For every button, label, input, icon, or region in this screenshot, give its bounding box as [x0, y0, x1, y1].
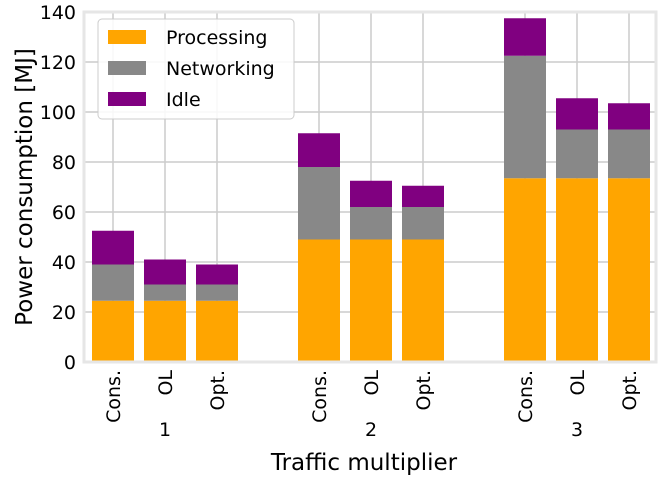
bar-networking-g1-cons: [92, 264, 134, 301]
bar-idle-g1-opt: [196, 264, 238, 285]
y-tick-label: 120: [40, 52, 76, 74]
x-tick-label: OL: [361, 370, 383, 396]
bar-idle-g3-opt: [608, 103, 650, 130]
group-label: 2: [365, 419, 377, 441]
legend-swatch-idle: [108, 92, 146, 106]
bar-processing-g1-opt: [196, 300, 238, 362]
group-label: 1: [159, 419, 171, 441]
x-tick-label: Opt.: [413, 370, 435, 411]
legend-swatch-processing: [108, 30, 146, 44]
y-tick-label: 0: [64, 352, 76, 374]
bar-processing-g3-ol: [556, 178, 598, 362]
bar-idle-g1-cons: [92, 230, 134, 265]
bar-processing-g2-ol: [350, 239, 392, 362]
bar-processing-g2-cons: [298, 239, 340, 362]
bar-networking-g2-opt: [402, 207, 444, 240]
bar-idle-g2-cons: [298, 133, 340, 167]
bar-networking-g3-opt: [608, 129, 650, 179]
y-tick-label: 40: [52, 252, 76, 274]
bar-idle-g3-cons: [504, 18, 546, 56]
x-tick-label: Cons.: [103, 370, 125, 423]
bar-processing-g3-opt: [608, 178, 650, 362]
y-axis-title: Power consumption [MJ]: [12, 48, 38, 326]
bar-idle-g2-opt: [402, 185, 444, 207]
bar-idle-g3-ol: [556, 98, 598, 130]
y-tick-labels: 0 20 40 60 80 100 120 140: [40, 2, 76, 374]
group-labels: 1 2 3: [159, 419, 583, 441]
x-tick-label: OL: [155, 370, 177, 396]
x-tick-label: Opt.: [619, 370, 641, 411]
legend-label-networking: Networking: [166, 58, 275, 80]
bar-networking-g2-cons: [298, 167, 340, 240]
bars: [92, 18, 650, 362]
bar-idle-g1-ol: [144, 259, 186, 285]
bar-networking-g1-opt: [196, 284, 238, 301]
x-tick-label: Opt.: [207, 370, 229, 411]
x-axis-title: Traffic multiplier: [270, 450, 458, 476]
bar-processing-g3-cons: [504, 178, 546, 362]
y-tick-label: 60: [52, 202, 76, 224]
bar-networking-g3-ol: [556, 129, 598, 179]
plot-frame: [82, 10, 658, 364]
legend-swatch-networking: [108, 61, 146, 75]
y-tick-label: 20: [52, 302, 76, 324]
x-tick-label: Cons.: [515, 370, 537, 423]
bar-networking-g3-cons: [504, 55, 546, 179]
legend: Processing Networking Idle: [97, 18, 295, 120]
bar-idle-g2-ol: [350, 180, 392, 207]
y-tick-label: 80: [52, 152, 76, 174]
bar-processing-g1-ol: [144, 300, 186, 362]
bar-processing-g1-cons: [92, 300, 134, 362]
bar-processing-g2-opt: [402, 239, 444, 362]
legend-label-idle: Idle: [166, 89, 201, 111]
x-tick-label: OL: [567, 370, 589, 396]
y-tick-label: 140: [40, 2, 76, 24]
x-tick-labels: Cons. OL Opt. Cons. OL Opt. Cons. OL Opt.: [103, 370, 641, 423]
legend-box: [97, 18, 295, 120]
bar-networking-g2-ol: [350, 207, 392, 240]
y-tick-label: 100: [40, 102, 76, 124]
x-tick-label: Cons.: [309, 370, 331, 423]
group-label: 3: [571, 419, 583, 441]
legend-label-processing: Processing: [166, 27, 267, 49]
bar-networking-g1-ol: [144, 284, 186, 301]
